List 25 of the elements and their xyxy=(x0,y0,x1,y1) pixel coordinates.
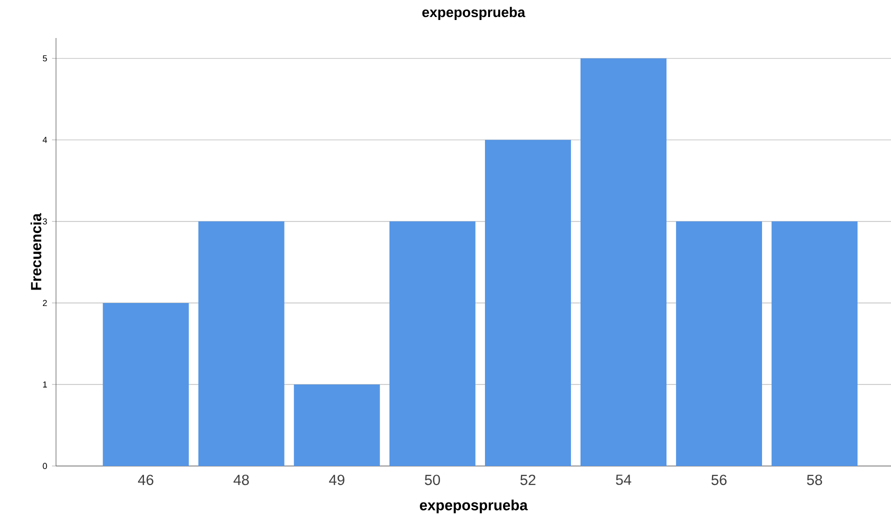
bar xyxy=(102,302,189,466)
chart-title: expeposprueba xyxy=(422,6,526,20)
bar xyxy=(580,58,666,466)
y-tick-label: 4 xyxy=(42,136,48,143)
y-tick-label: 0 xyxy=(42,462,47,470)
bar xyxy=(772,221,858,466)
bar xyxy=(198,221,284,466)
x-tick-label: 58 xyxy=(807,474,822,486)
x-tick-label: 46 xyxy=(138,474,154,486)
x-axis-title: expeposprueba xyxy=(420,500,528,514)
y-tick-label: 1 xyxy=(43,381,47,388)
x-tick-label: 50 xyxy=(424,474,440,486)
bar xyxy=(389,221,476,466)
y-tick-label: 2 xyxy=(42,300,47,306)
x-tick-label: 54 xyxy=(616,474,632,485)
bar xyxy=(484,140,571,466)
y-axis-title: Frecuencia xyxy=(30,213,42,290)
x-tick-label: 49 xyxy=(329,474,344,486)
bar xyxy=(294,384,380,466)
x-tick-label: 48 xyxy=(234,474,249,486)
y-tick-label: 5 xyxy=(42,55,47,62)
x-tick-label: 52 xyxy=(520,474,536,486)
bar xyxy=(676,221,762,466)
x-tick-label: 56 xyxy=(711,474,727,486)
y-tick-label: 3 xyxy=(42,218,47,224)
